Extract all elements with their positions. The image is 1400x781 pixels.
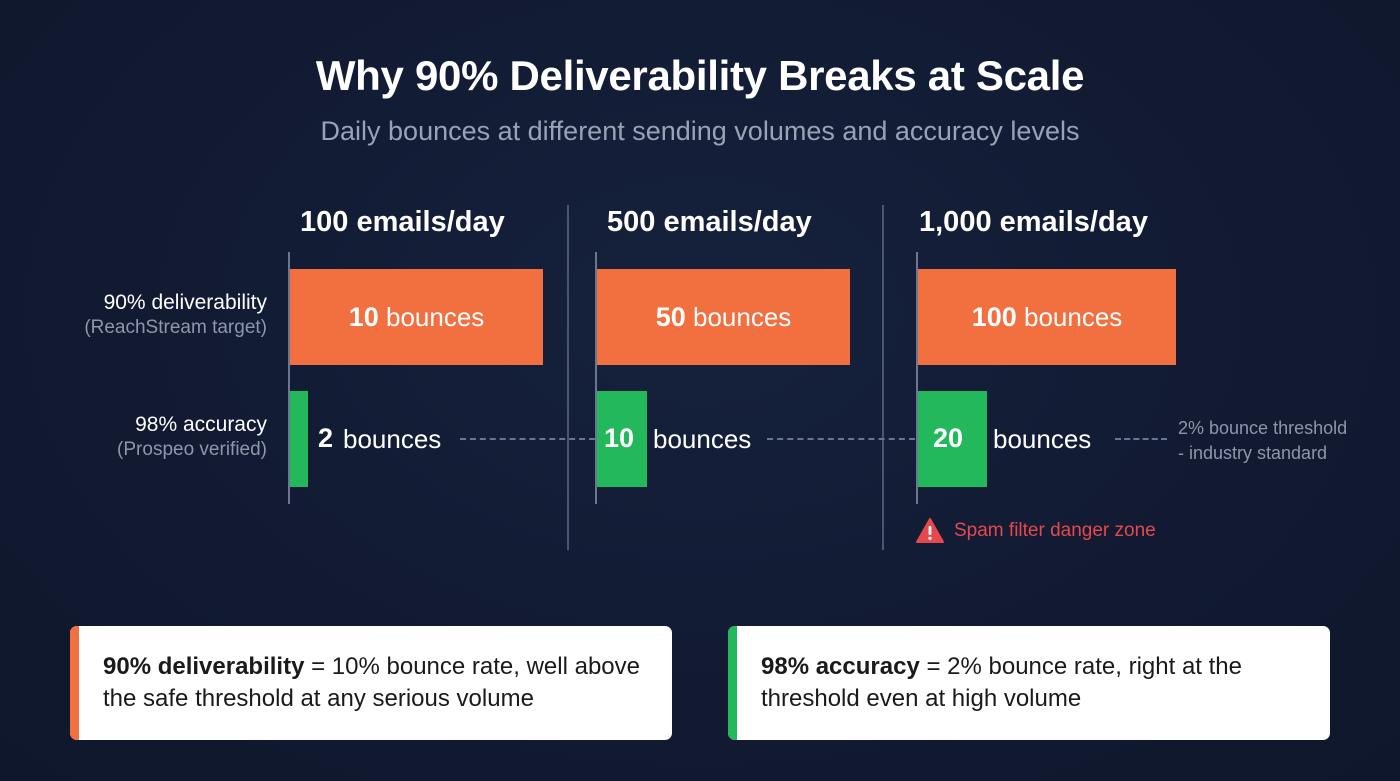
threshold-line: [767, 438, 915, 440]
bar-axis: [916, 252, 918, 504]
page-subtitle: Daily bounces at different sending volum…: [320, 116, 1080, 146]
bar-accuracy-100: [290, 391, 308, 487]
info-card-accuracy: 98% accuracy = 2% bounce rate, right at …: [728, 626, 1330, 740]
bar-accuracy-500: [597, 391, 647, 487]
bar-label: 100 bounces: [971, 301, 1123, 332]
bar-unit-1000: bounces: [993, 424, 1092, 454]
danger-text: Spam filter danger zone: [954, 519, 1156, 541]
column-header-100: 100 emails/day: [300, 206, 505, 238]
column-header-1000: 1,000 emails/day: [919, 206, 1148, 238]
info-card-deliverability: 90% deliverability = 10% bounce rate, we…: [70, 626, 672, 740]
card-text: 98% accuracy = 2% bounce rate, right at …: [761, 653, 1243, 712]
column-header-500: 500 emails/day: [607, 206, 812, 238]
bar-accuracy-1000: [918, 391, 987, 487]
bar-deliverability-500: 50 bounces: [597, 269, 850, 365]
bar-value-100: 2: [318, 423, 334, 453]
bar-deliverability-1000: 100 bounces: [918, 269, 1176, 365]
card-text: 90% deliverability = 10% bounce rate, we…: [103, 653, 640, 712]
bar-value-1000: 20: [933, 423, 964, 453]
threshold-line: [460, 438, 595, 440]
bar-unit-500: bounces: [653, 424, 752, 454]
column-divider: [567, 205, 569, 550]
bar-label: 10 bounces: [348, 301, 485, 332]
card-accent: [728, 626, 737, 740]
card-accent: [70, 626, 79, 740]
danger-zone-warning: Spam filter danger zone: [916, 518, 1156, 543]
bar-deliverability-100: 10 bounces: [290, 269, 543, 365]
page-title: Why 90% Deliverability Breaks at Scale: [315, 52, 1085, 99]
threshold-line1: 2% bounce threshold: [1178, 418, 1348, 438]
row-label-main: 90% deliverability: [103, 291, 267, 314]
row-label-sub: (ReachStream target): [84, 317, 267, 338]
column-divider: [882, 205, 884, 550]
row-label-sub: (Prospeo verified): [117, 439, 267, 460]
threshold-line: [1115, 438, 1167, 440]
bar-axis: [595, 252, 597, 504]
row-label-accuracy: 98% accuracy (Prospeo verified): [117, 413, 267, 461]
threshold-line2: - industry standard: [1178, 443, 1328, 463]
bar-unit-100: bounces: [343, 424, 442, 454]
row-label-deliverability: 90% deliverability (ReachStream target): [84, 291, 267, 339]
row-label-main: 98% accuracy: [135, 413, 267, 436]
threshold-annotation: 2% bounce threshold - industry standard: [1178, 416, 1347, 466]
bar-label: 50 bounces: [655, 301, 792, 332]
bar-value-500: 10: [604, 423, 635, 453]
bar-axis: [288, 252, 290, 504]
warning-triangle-icon: [916, 518, 944, 543]
